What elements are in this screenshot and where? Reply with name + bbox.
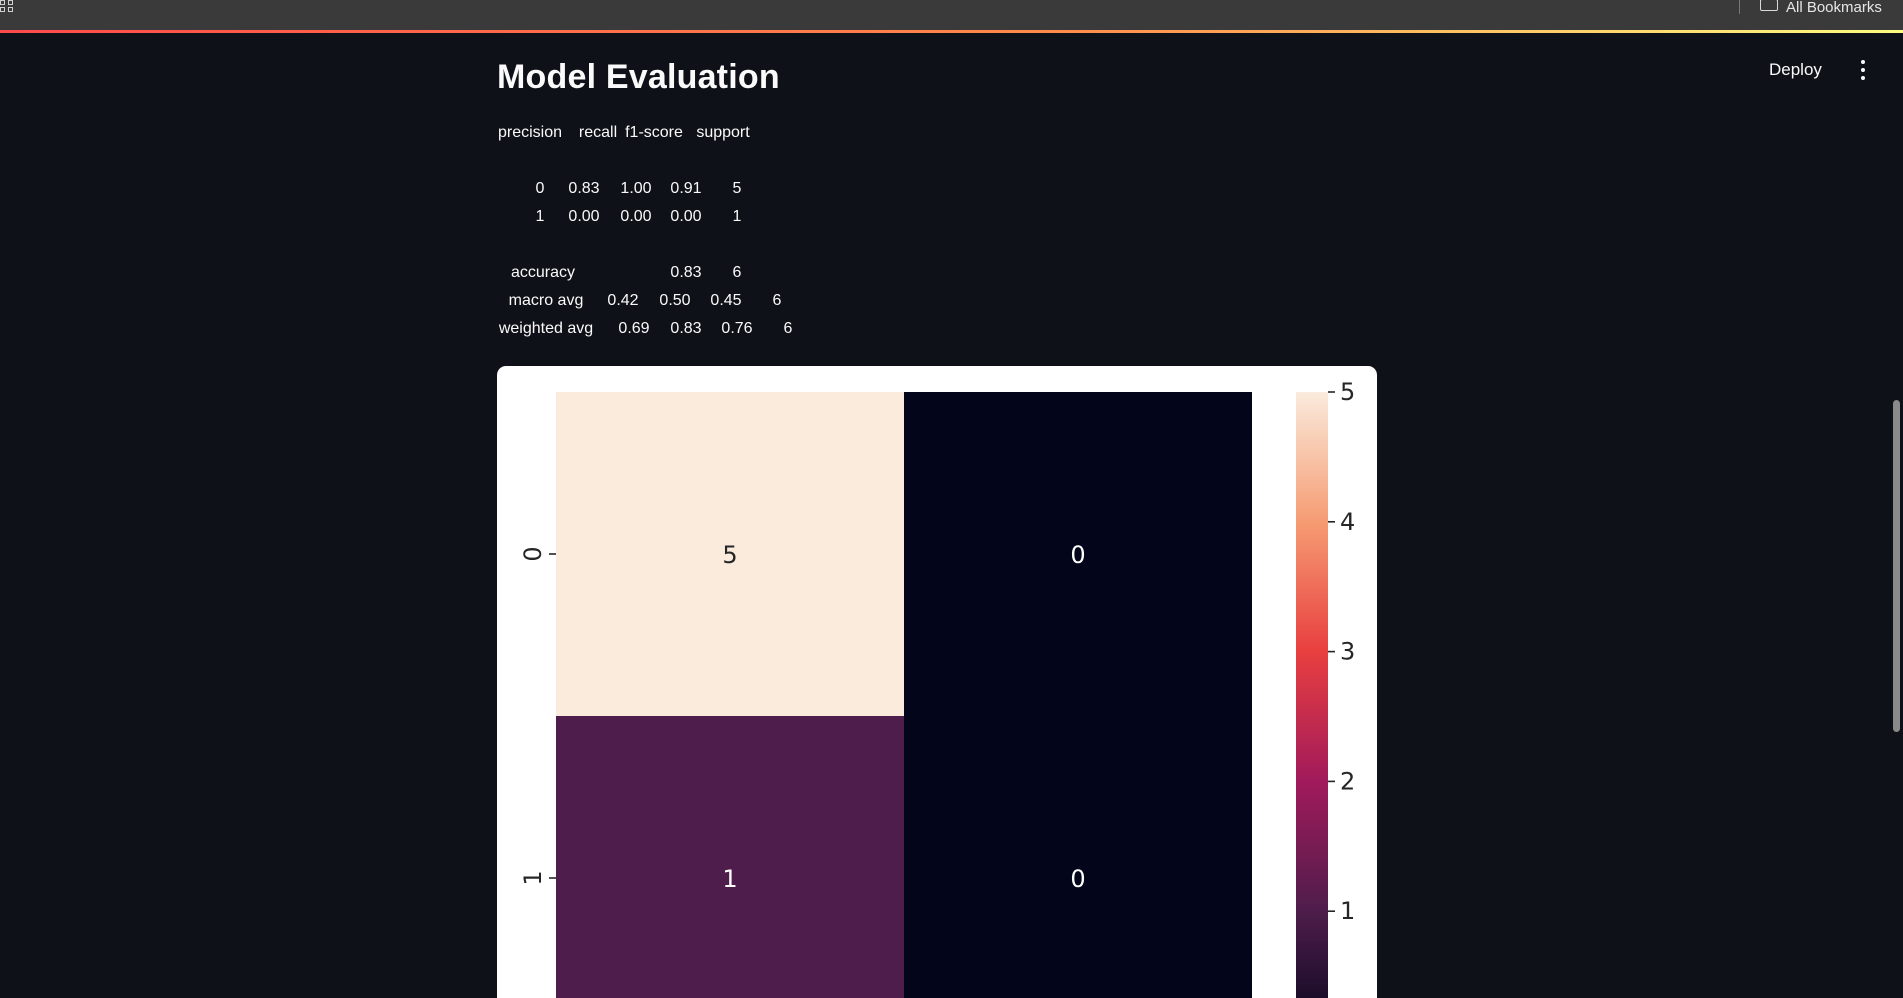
header-decoration [0,30,1903,33]
report-value: 0.83 [568,180,600,197]
report-value: 0.69 [618,320,650,337]
colorbar-tick-label: 4 [1340,508,1355,536]
folder-icon [1760,0,1778,11]
y-tick-label: 1 [519,870,547,885]
y-tick-label: 0 [519,546,547,561]
report-value: 0.45 [710,292,742,309]
report-value: 0.00 [620,208,652,225]
column-header-recall: recall [578,124,618,141]
colorbar-tick-label: 1 [1340,897,1355,925]
report-value: 0.91 [670,180,702,197]
column-header-precision: precision [497,124,563,141]
bookmarks-separator [1739,0,1740,14]
report-value: 6 [772,292,782,309]
report-value: 0.42 [607,292,639,309]
report-value: 6 [783,320,793,337]
all-bookmarks-label: All Bookmarks [1786,0,1882,16]
colorbar-tick-label: 2 [1340,767,1355,795]
colorbar-tick-label: 5 [1340,378,1355,406]
bookmarks-bar: All Bookmarks [0,0,1903,30]
colorbar-tick-label: 3 [1340,638,1355,666]
page-title: Model Evaluation [497,58,780,96]
report-value: 5 [732,180,742,197]
heatmap-cell [556,392,904,716]
report-row-label: macro avg [508,292,584,309]
all-bookmarks-button[interactable]: All Bookmarks [1760,0,1882,16]
report-row-label: 0 [535,180,545,197]
report-row-label: accuracy [510,264,576,281]
vertical-ellipsis-icon[interactable] [1855,58,1871,82]
column-header-f1-score: f1-score [625,124,683,141]
report-value: 0.83 [670,320,702,337]
heatmap-cell-label: 1 [722,865,737,893]
apps-grid-icon[interactable] [0,0,18,14]
heatmap-cell-label: 0 [1070,865,1085,893]
report-value: 0.00 [670,208,702,225]
report-value: 1.00 [620,180,652,197]
report-value: 0.50 [659,292,691,309]
column-header-support: support [696,124,750,141]
report-row-label: weighted avg [498,320,594,337]
report-value: 1 [732,208,742,225]
report-row-label: 1 [535,208,545,225]
report-value: 6 [732,264,742,281]
report-value: 0.83 [670,264,702,281]
report-value: 0.76 [721,320,753,337]
heatmap-cell [904,392,1252,716]
report-value: 0.00 [568,208,600,225]
confusion-matrix-chart: 5 0 1 0 0 1 1 2 3 4 5 [497,366,1377,998]
heatmap-cell-label: 5 [722,541,737,569]
heatmap-svg: 5 0 1 0 0 1 1 2 3 4 5 [519,378,1355,998]
heatmap-cell [556,716,904,998]
colorbar [1296,392,1328,998]
deploy-button[interactable]: Deploy [1769,60,1822,79]
heatmap-cell-label: 0 [1070,541,1085,569]
heatmap-cell [904,716,1252,998]
scrollbar-thumb[interactable] [1893,400,1900,732]
